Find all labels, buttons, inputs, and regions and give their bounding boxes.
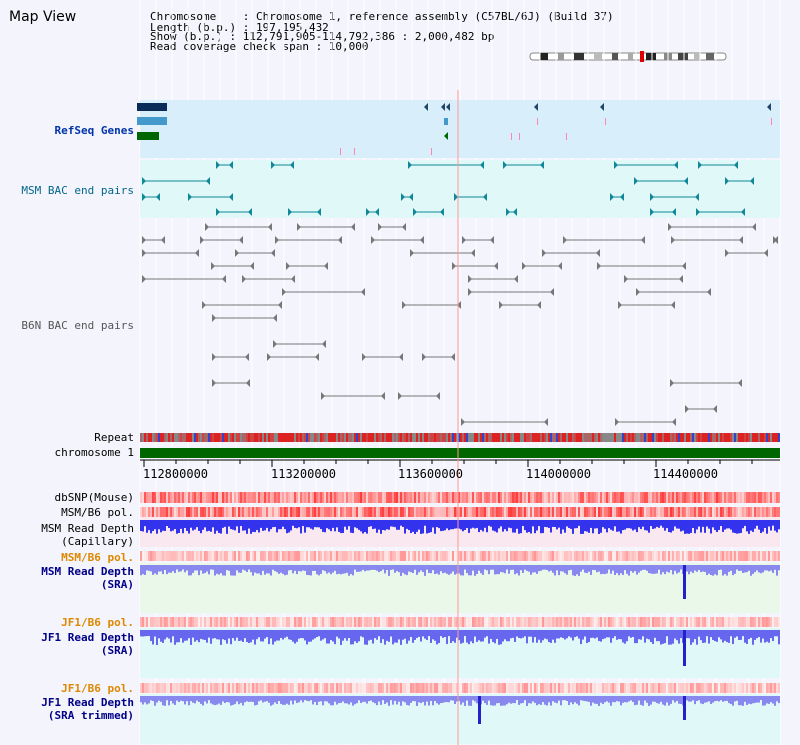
tick-label: 113600000 xyxy=(398,467,464,481)
label-dbsnp: dbSNP(Mouse) xyxy=(54,491,134,504)
read-depth-tracks xyxy=(140,520,780,724)
msm-bac-track-bg xyxy=(140,160,780,218)
label-jf1-b6-pol-2: JF1/B6 pol. xyxy=(61,682,134,695)
chromosome-bar xyxy=(140,448,780,458)
header-coverage-span: Read coverage check span : 10,000 xyxy=(150,40,369,53)
label-refseq-genes[interactable]: RefSeq Genes xyxy=(54,124,134,137)
label-b6n-bac[interactable]: B6N BAC end pairs xyxy=(21,319,134,332)
chromosome-ideogram[interactable] xyxy=(528,51,728,63)
b6n-bac-features xyxy=(142,223,778,426)
label-jf1-depth: JF1 Read Depth xyxy=(41,631,134,644)
label-msm-bac[interactable]: MSM BAC end pairs xyxy=(21,184,134,197)
page-title: Map View xyxy=(9,9,77,25)
repeat-track xyxy=(140,433,780,442)
label-msm-b6-pol: MSM/B6 pol. xyxy=(61,506,134,519)
msm-bac-features xyxy=(142,161,754,216)
label-chromosome: chromosome 1 xyxy=(54,446,134,459)
tick-label: 112800000 xyxy=(143,467,209,481)
tick-label: 114000000 xyxy=(526,467,592,481)
position-axis xyxy=(140,459,780,467)
label-repeat: Repeat xyxy=(94,431,134,444)
label-jf1-trim-sub: (SRA trimmed) xyxy=(47,709,134,722)
heatmap-tracks xyxy=(140,492,780,693)
label-msm-depth-cap: MSM Read Depth xyxy=(41,522,134,535)
label-msm-depth-sra-sub: (SRA) xyxy=(100,578,134,591)
label-jf1-b6-pol: JF1/B6 pol. xyxy=(61,616,134,629)
label-msm-depth-sra: MSM Read Depth xyxy=(41,565,134,578)
label-msm-depth-cap-sub: (Capillary) xyxy=(61,535,134,548)
refseq-genes-features xyxy=(137,103,772,155)
tick-label: 113200000 xyxy=(271,467,337,481)
header-length: Length (b.p.) : 197,195,432 xyxy=(150,21,329,34)
tick-label: 114400000 xyxy=(653,467,719,481)
header-show: Show (b.p.) : 112,791,905-114,792,386 : … xyxy=(150,30,495,43)
label-jf1-depth-sub: (SRA) xyxy=(100,644,134,657)
label-msm-b6-pol-2: MSM/B6 pol. xyxy=(61,551,134,564)
label-jf1-trim: JF1 Read Depth xyxy=(41,696,134,709)
refseq-track-bg xyxy=(140,100,780,158)
